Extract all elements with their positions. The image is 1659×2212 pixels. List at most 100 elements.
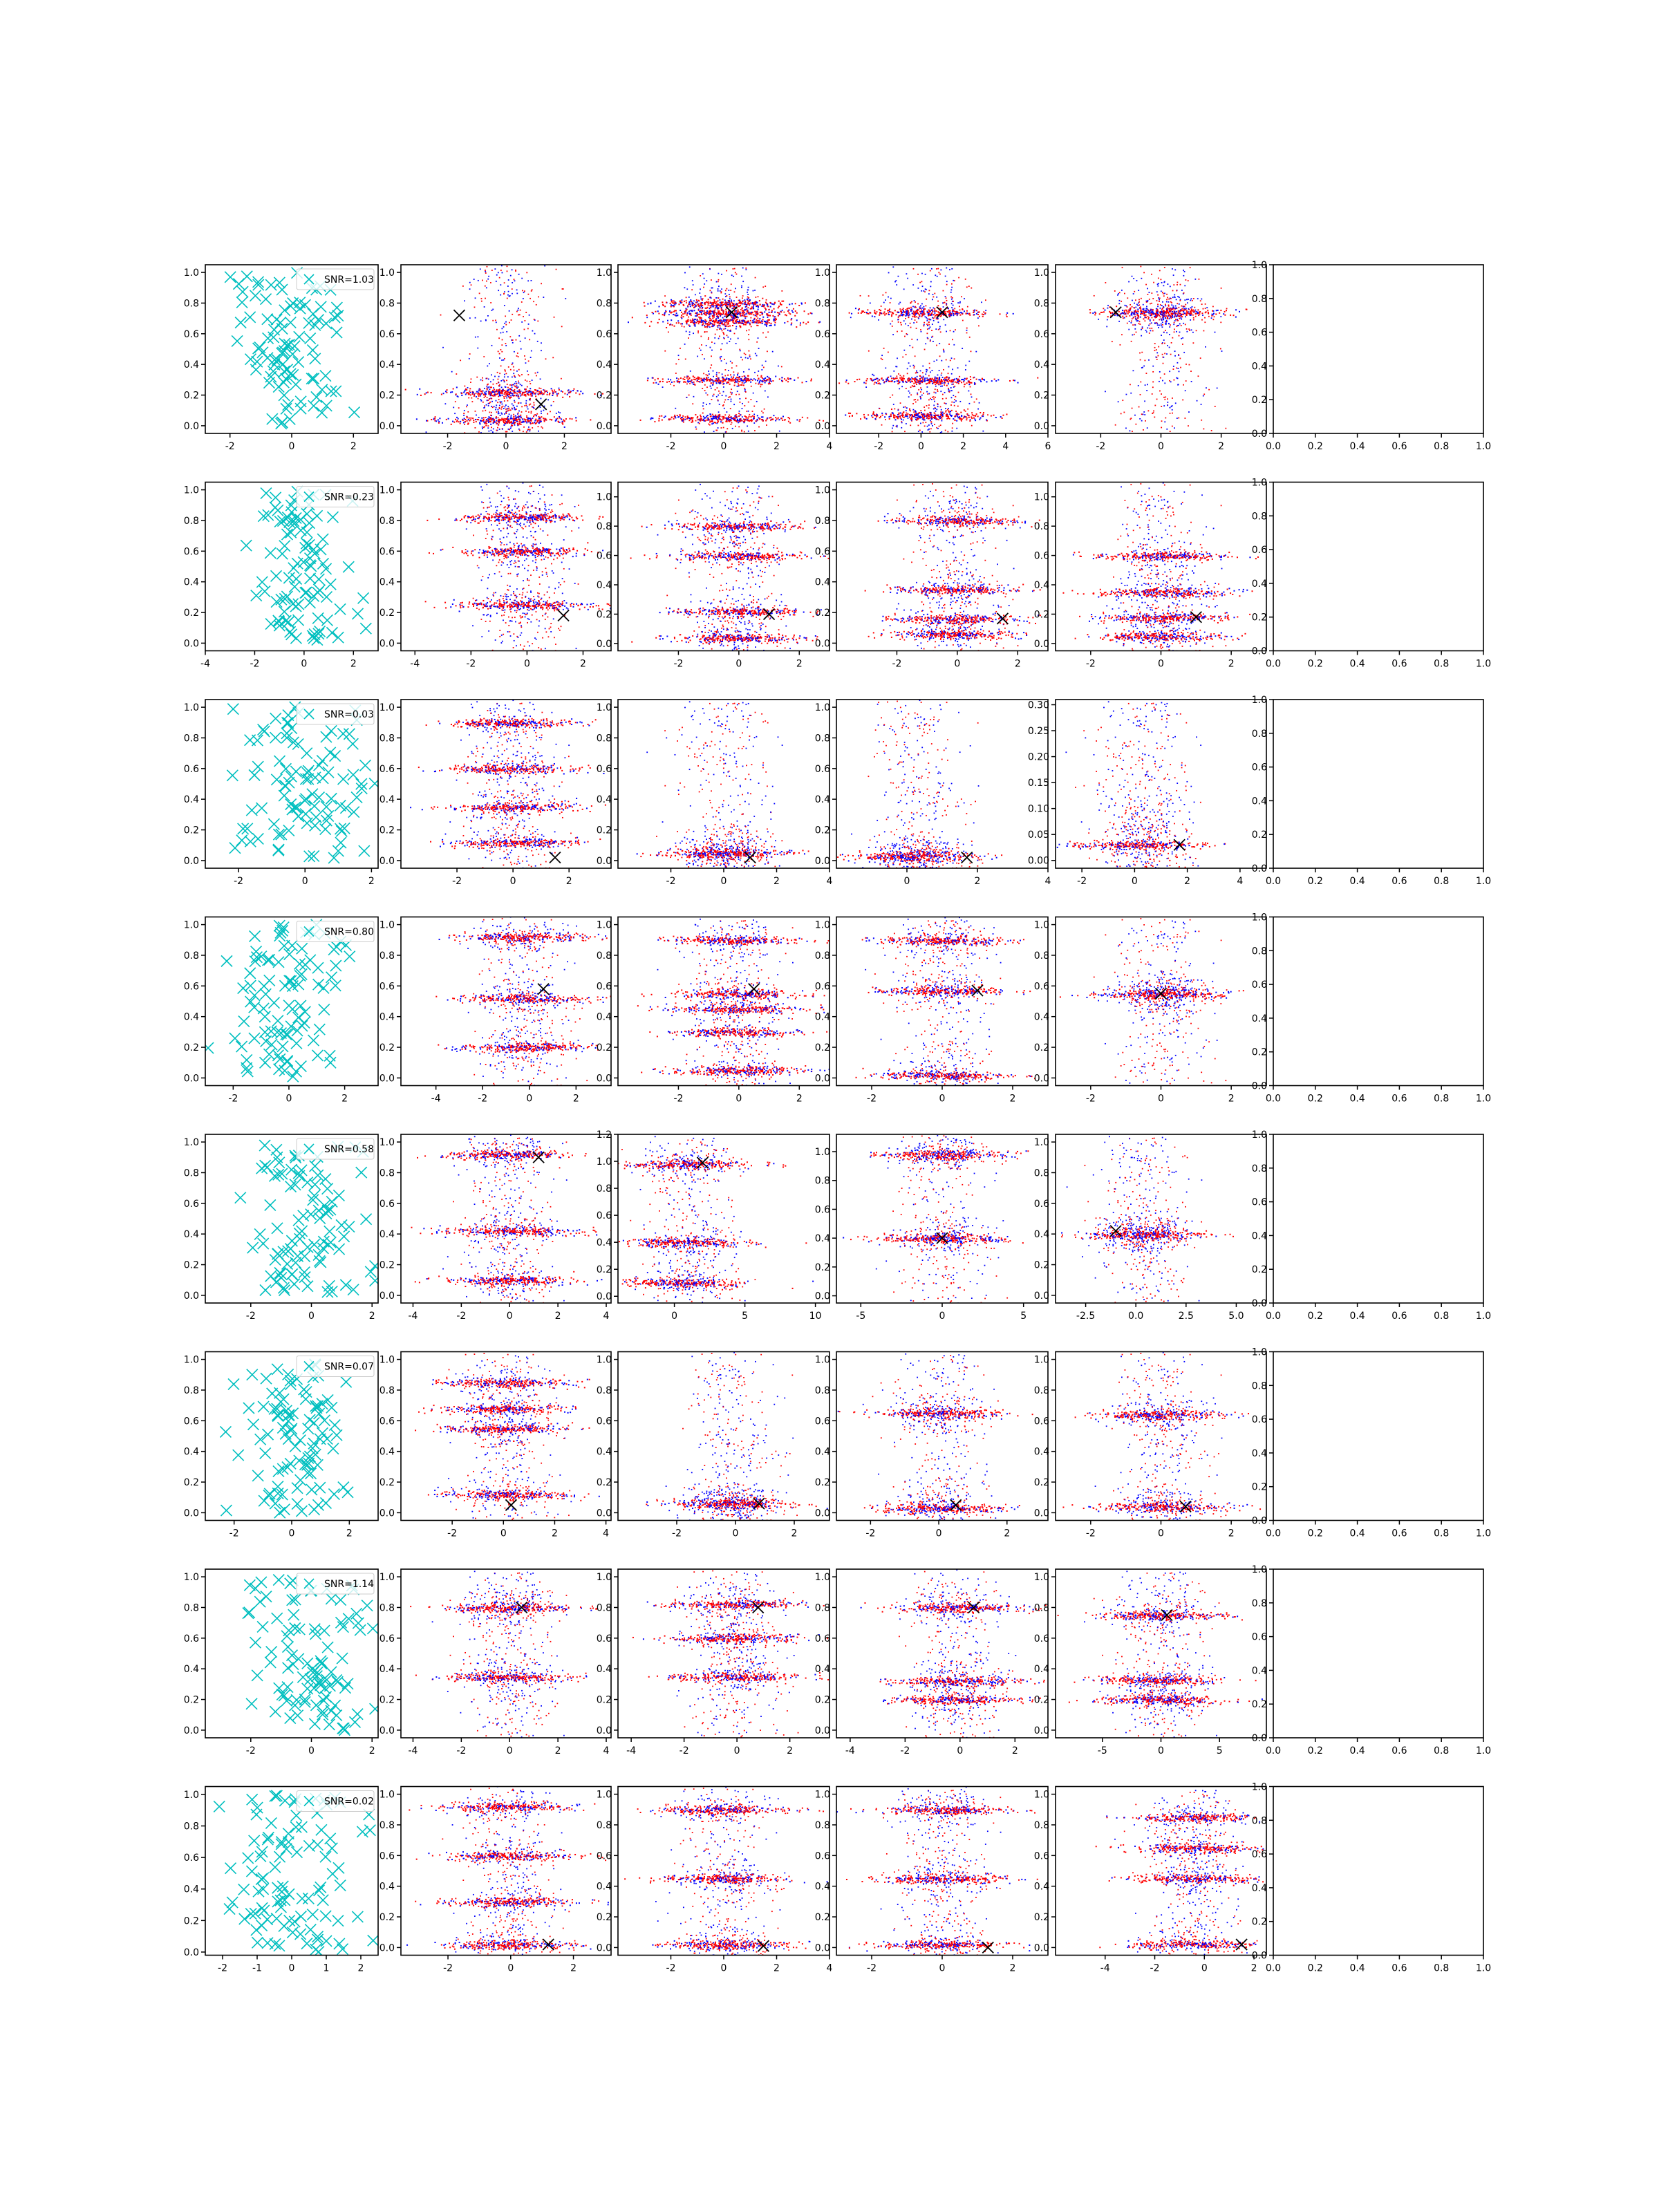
band-point	[435, 420, 438, 422]
band-point	[496, 416, 498, 418]
band-point	[540, 390, 542, 392]
band-point	[530, 418, 532, 420]
band-point	[787, 310, 789, 312]
scatter-point	[1166, 293, 1168, 295]
band-point	[756, 310, 758, 312]
scatter-point	[711, 399, 713, 400]
band-point	[915, 382, 917, 384]
scatter-point	[908, 308, 910, 309]
band-point	[729, 419, 731, 421]
scatter-point	[731, 392, 733, 394]
band-point	[724, 379, 727, 382]
scatter-point	[495, 281, 497, 282]
band-point	[674, 303, 676, 306]
scatter-point	[719, 290, 721, 292]
scatter-point	[882, 294, 884, 296]
band-point	[740, 301, 742, 303]
scatter-point	[537, 426, 539, 428]
band-point	[553, 416, 555, 418]
band-point	[687, 319, 689, 321]
band-point	[938, 312, 940, 314]
band-point	[885, 380, 888, 382]
scatter-point	[695, 420, 697, 422]
scatter-point	[483, 426, 485, 428]
band-point	[957, 413, 959, 415]
band-point	[919, 379, 921, 382]
scatter-point	[487, 435, 488, 436]
scatter-point	[945, 408, 946, 409]
scatter-point	[937, 300, 939, 302]
band-point	[921, 415, 924, 417]
scatter-point	[1132, 431, 1133, 432]
scatter-point	[711, 287, 713, 289]
scatter-point	[944, 296, 946, 298]
band-point	[520, 421, 522, 423]
scatter-point	[751, 418, 753, 420]
scatter-point	[930, 379, 932, 382]
band-point	[789, 303, 791, 306]
scatter-point	[491, 431, 494, 433]
band-point	[921, 380, 923, 382]
scatter-point	[977, 317, 979, 319]
band-point	[496, 420, 498, 422]
band-point	[776, 312, 778, 314]
band-point	[883, 382, 885, 384]
scatter-point	[934, 407, 936, 409]
band-point	[681, 311, 683, 313]
scatter-point	[926, 324, 928, 326]
scatter-point	[518, 415, 521, 418]
scatter-point	[467, 404, 468, 406]
scatter-point	[1219, 348, 1221, 350]
scatter-point	[704, 384, 706, 386]
band-point	[910, 308, 912, 310]
scatter-point	[890, 297, 892, 299]
scatter-point	[954, 399, 955, 400]
band-point	[539, 420, 541, 422]
band-point	[753, 417, 755, 419]
band-point	[469, 390, 471, 392]
band-point	[924, 377, 926, 379]
scatter-point	[528, 426, 529, 428]
scatter-point	[912, 346, 914, 348]
band-point	[511, 418, 513, 420]
band-point	[724, 319, 726, 321]
band-point	[500, 419, 502, 421]
band-point	[803, 310, 805, 312]
scatter-point	[937, 391, 939, 392]
scatter-point	[536, 340, 538, 342]
scatter-point	[924, 321, 926, 324]
band-point	[686, 312, 688, 314]
band-point	[485, 393, 487, 395]
band-point	[935, 315, 937, 317]
band-point	[771, 303, 774, 305]
band-point	[666, 326, 668, 328]
band-point	[631, 317, 633, 319]
x-tick-label: 0	[721, 441, 727, 452]
sample-x-marker	[283, 413, 296, 426]
scatter-point	[481, 426, 483, 428]
scatter-point	[740, 308, 742, 310]
scatter-point	[941, 372, 943, 374]
band-point	[650, 302, 652, 304]
scatter-point	[955, 400, 957, 402]
band-point	[930, 380, 932, 382]
scatter-point	[1182, 293, 1184, 294]
scatter-point	[716, 422, 718, 424]
band-point	[932, 310, 934, 312]
scatter-point	[922, 422, 924, 424]
band-point	[708, 312, 710, 314]
scatter-point	[752, 392, 754, 394]
band-point	[677, 381, 679, 383]
band-point	[494, 391, 496, 393]
band-point	[747, 379, 749, 381]
band-point	[712, 317, 714, 319]
band-point	[692, 304, 694, 306]
scatter-point	[964, 369, 966, 371]
band-point	[913, 378, 915, 380]
scatter-point	[957, 302, 959, 304]
scatter-point	[1185, 308, 1187, 310]
scatter-point	[1201, 319, 1203, 321]
scatter-point	[525, 410, 527, 412]
band-point	[708, 313, 710, 315]
band-point	[725, 315, 727, 317]
